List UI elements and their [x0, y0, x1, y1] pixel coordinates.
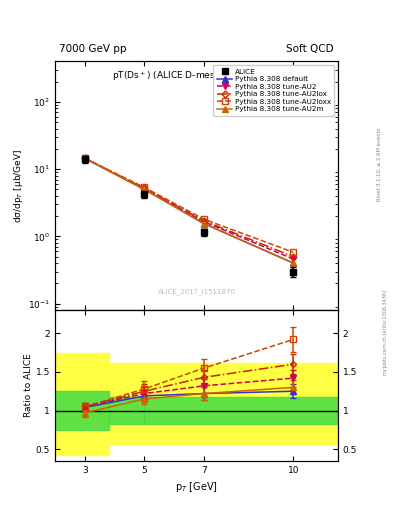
Pythia 8.308 tune-AU2	[202, 219, 206, 225]
X-axis label: p$_T$ [GeV]: p$_T$ [GeV]	[175, 480, 218, 494]
Y-axis label: Ratio to ALICE: Ratio to ALICE	[24, 354, 33, 417]
Text: Rivet 3.1.10, ≥ 2.6M events: Rivet 3.1.10, ≥ 2.6M events	[377, 127, 382, 201]
Pythia 8.308 default	[202, 221, 206, 227]
Text: 7000 GeV pp: 7000 GeV pp	[59, 44, 127, 54]
Pythia 8.308 default	[142, 186, 147, 193]
Pythia 8.308 tune-AU2m	[142, 186, 147, 193]
Pythia 8.308 tune-AU2loxx	[291, 249, 296, 255]
Line: Pythia 8.308 tune-AU2lox: Pythia 8.308 tune-AU2lox	[83, 156, 296, 259]
Pythia 8.308 tune-AU2lox	[83, 155, 87, 161]
Pythia 8.308 tune-AU2lox	[142, 185, 147, 191]
Pythia 8.308 tune-AU2lox	[202, 218, 206, 224]
Pythia 8.308 tune-AU2loxx	[142, 184, 147, 190]
Pythia 8.308 tune-AU2m	[202, 221, 206, 227]
Text: Soft QCD: Soft QCD	[286, 44, 334, 54]
Line: Pythia 8.308 tune-AU2m: Pythia 8.308 tune-AU2m	[82, 155, 296, 266]
Line: Pythia 8.308 tune-AU2loxx: Pythia 8.308 tune-AU2loxx	[82, 155, 296, 255]
Pythia 8.308 tune-AU2	[83, 155, 87, 161]
Pythia 8.308 tune-AU2lox	[291, 253, 296, 260]
Text: ALICE_2017_I1511870: ALICE_2017_I1511870	[158, 288, 235, 295]
Pythia 8.308 tune-AU2	[291, 256, 296, 262]
Y-axis label: dσ/dp$_T$ [μb/GeV]: dσ/dp$_T$ [μb/GeV]	[12, 148, 25, 223]
Pythia 8.308 tune-AU2m	[291, 260, 296, 266]
Text: pT(Ds$^+$) (ALICE D-meson production): pT(Ds$^+$) (ALICE D-meson production)	[112, 69, 281, 82]
Pythia 8.308 default	[291, 260, 296, 266]
Line: Pythia 8.308 tune-AU2: Pythia 8.308 tune-AU2	[82, 155, 296, 262]
Pythia 8.308 tune-AU2loxx	[202, 216, 206, 222]
Text: mcplots.cern.ch [arXiv:1306.3436]: mcplots.cern.ch [arXiv:1306.3436]	[383, 290, 387, 375]
Pythia 8.308 tune-AU2	[142, 186, 147, 192]
Legend: ALICE, Pythia 8.308 default, Pythia 8.308 tune-AU2, Pythia 8.308 tune-AU2lox, Py: ALICE, Pythia 8.308 default, Pythia 8.30…	[213, 65, 334, 116]
Pythia 8.308 tune-AU2loxx	[83, 155, 87, 161]
Pythia 8.308 default	[83, 155, 87, 161]
Pythia 8.308 tune-AU2m	[83, 156, 87, 162]
Line: Pythia 8.308 default: Pythia 8.308 default	[82, 155, 296, 266]
